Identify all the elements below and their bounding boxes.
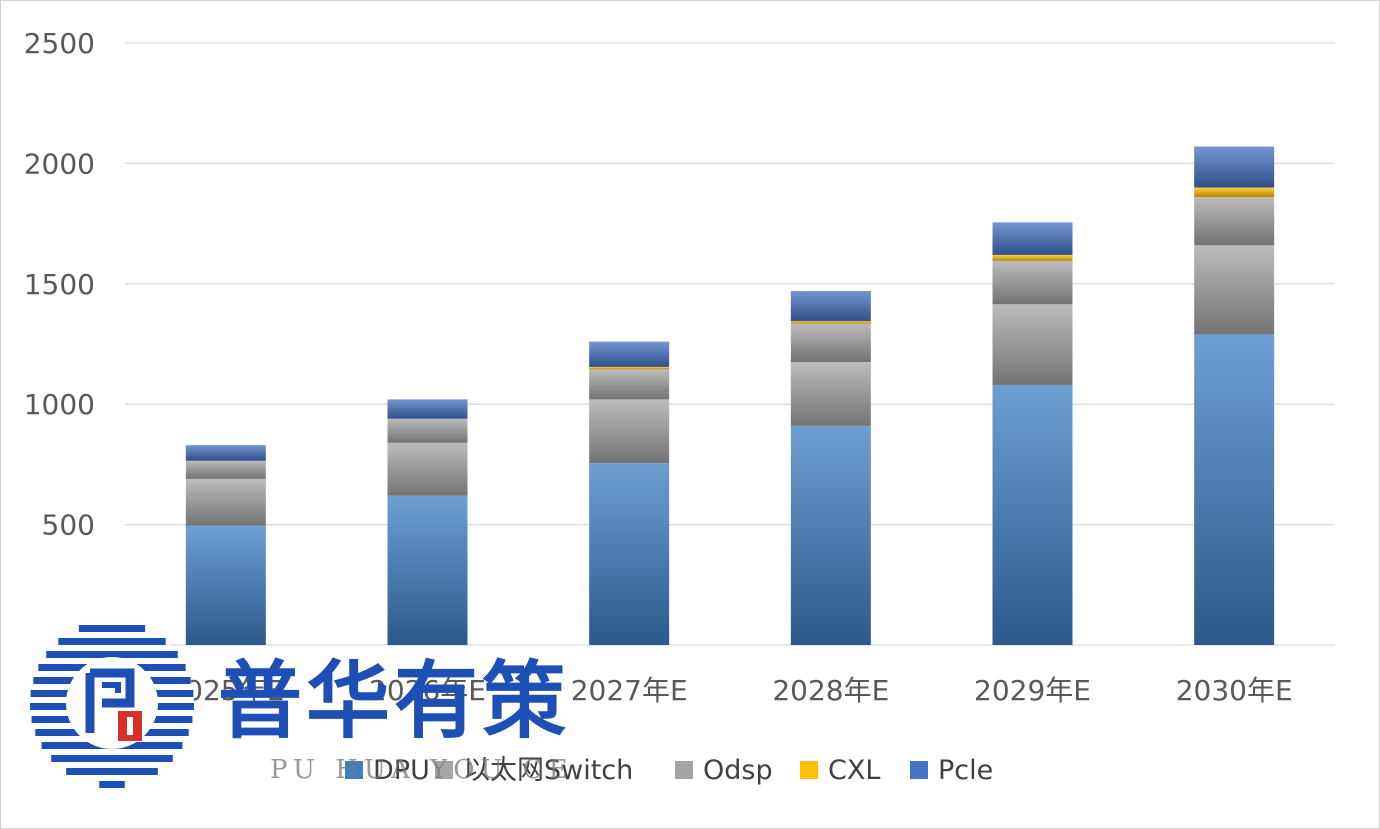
bar-segment-以太网Switch [790,362,871,426]
bar-segment-DPU [589,463,670,645]
x-tick-label: 2028年E [772,674,889,707]
watermark-text: 普华有策 [218,652,570,750]
legend-swatch [675,761,693,779]
bar-segment-Odsp [1194,197,1275,246]
bar-segment-Pcle [1194,146,1275,188]
watermark: 普华有策 PU HUA YOU CE [30,621,574,788]
bar-segment-CXL [790,321,871,324]
legend-label: Pcle [938,755,993,786]
bar-segment-Odsp [992,260,1073,305]
legend-swatch [435,761,453,779]
y-tick-label: 500 [42,509,95,542]
bar-segment-Odsp [589,369,670,400]
bar-segment-DPU [1194,334,1275,645]
x-tick-label: 2029年E [974,674,1091,707]
bars [185,146,1275,645]
legend-label: DPU [373,755,430,786]
bar-segment-以太网Switch [589,399,670,464]
bar-segment-以太网Switch [992,304,1073,385]
bar-segment-Odsp [387,418,468,443]
y-tick-label: 1500 [24,268,95,301]
bar-segment-CXL [992,254,1073,261]
legend: DPU 以太网Switch Odsp CXL Pcle [345,755,993,786]
bar-segment-Pcle [185,445,266,461]
legend-label: 以太网Switch [463,755,633,786]
bar-segment-Odsp [185,460,266,479]
bar-segment-DPU [185,525,266,645]
legend-swatch [345,761,363,779]
legend-label: CXL [828,755,880,786]
bar-segment-DPU [387,495,468,645]
bar-segment-以太网Switch [387,442,468,496]
y-tick-label: 2500 [24,27,95,60]
legend-swatch [910,761,928,779]
grid-lines [125,42,1335,646]
y-axis-ticks: 05001000150020002500 [24,27,95,662]
bar-segment-以太网Switch [185,478,266,526]
x-tick-label: 2027年E [571,674,688,707]
x-tick-label: 2030年E [1176,674,1293,707]
bar-segment-DPU [992,384,1073,645]
puhua-logo-icon [30,621,194,788]
bar-segment-CXL [589,366,670,370]
bar-segment-Odsp [790,323,871,363]
legend-swatch [800,761,818,779]
bar-segment-CXL [1194,187,1275,198]
bar-segment-Pcle [790,291,871,322]
bar-segment-以太网Switch [1194,245,1275,335]
legend-label: Odsp [703,755,773,786]
x-tick-label: 2026年E [369,674,486,707]
watermark-subtext: PU HUA YOU CE [270,755,574,785]
y-tick-label: 2000 [24,147,95,180]
bar-segment-Pcle [992,222,1073,255]
bar-segment-Pcle [589,341,670,367]
bar-segment-Pcle [387,399,468,419]
y-tick-label: 1000 [24,388,95,421]
bar-segment-DPU [790,425,871,645]
